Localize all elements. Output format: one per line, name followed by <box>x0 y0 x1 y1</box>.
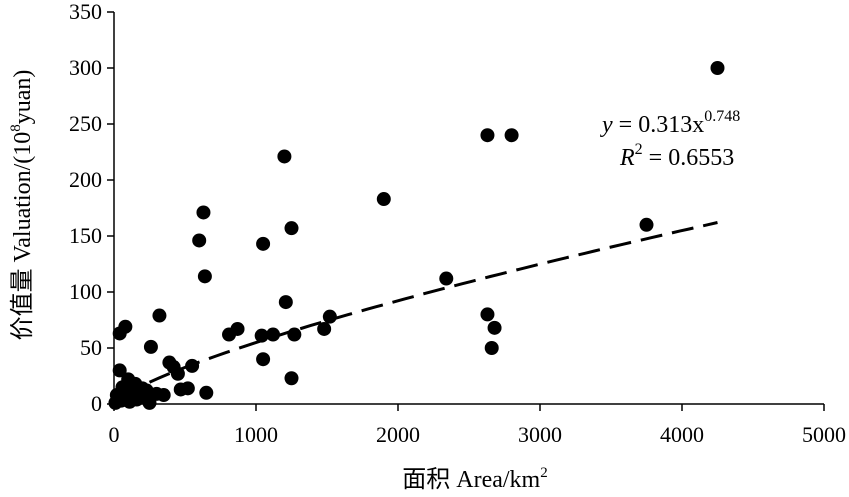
data-point <box>132 389 147 404</box>
x-tick-label: 4000 <box>660 422 704 447</box>
data-point <box>108 395 123 410</box>
data-point <box>143 339 158 354</box>
data-point <box>196 205 211 220</box>
data-point <box>152 308 167 323</box>
x-tick: 3000 <box>518 404 562 447</box>
y-tick-label: 0 <box>91 391 102 416</box>
data-point <box>284 371 299 386</box>
x-tick: 4000 <box>660 404 704 447</box>
data-point <box>487 320 502 335</box>
x-tick: 1000 <box>234 404 278 447</box>
x-tick: 2000 <box>376 404 420 447</box>
y-tick: 200 <box>69 167 114 192</box>
data-point <box>156 388 171 403</box>
x-tick-label: 0 <box>109 422 120 447</box>
x-tick-label: 5000 <box>802 422 846 447</box>
data-point <box>197 269 212 284</box>
data-point <box>192 233 207 248</box>
y-tick: 150 <box>69 223 114 248</box>
data-point <box>112 363 127 378</box>
y-tick: 300 <box>69 55 114 80</box>
data-point <box>284 221 299 236</box>
y-tick-label: 300 <box>69 55 102 80</box>
data-point <box>185 358 200 373</box>
x-tick-label: 3000 <box>518 422 562 447</box>
y-tick-label: 100 <box>69 279 102 304</box>
y-axis-title: 价值量 Valuation/(108yuan) <box>8 70 36 341</box>
x-axis-title: 面积 Area/km2 <box>402 465 547 493</box>
data-point <box>266 327 281 342</box>
x-axis: 0 1000 2000 3000 4000 5000 <box>109 403 846 447</box>
data-point <box>278 295 293 310</box>
x-tick: 0 <box>109 404 120 447</box>
equation-body: = 0.313x <box>613 112 705 138</box>
trendline-layer <box>148 221 718 384</box>
data-point <box>287 327 302 342</box>
y-tick-label: 50 <box>80 335 102 360</box>
data-point <box>256 236 271 251</box>
x-tick-label: 2000 <box>376 422 420 447</box>
data-point <box>199 385 214 400</box>
y-tick-label: 200 <box>69 167 102 192</box>
data-points <box>108 61 725 410</box>
trendline <box>148 221 718 384</box>
data-point <box>256 352 271 367</box>
fit-equation: y = 0.313x0.748 <box>600 108 740 138</box>
y-tick: 50 <box>80 335 114 360</box>
r-squared: R2 = 0.6553 <box>619 141 734 171</box>
data-point <box>504 128 519 143</box>
x-tick-label: 1000 <box>234 422 278 447</box>
x-tick: 5000 <box>802 404 846 447</box>
data-point <box>180 381 195 396</box>
y-tick: 250 <box>69 111 114 136</box>
data-point <box>480 128 495 143</box>
data-point <box>484 341 499 355</box>
y-axis: 0 50 100 150 200 250 300 350 <box>69 0 115 416</box>
y-tick-label: 250 <box>69 111 102 136</box>
data-point <box>254 328 269 343</box>
data-point <box>710 61 725 75</box>
y-tick-label: 350 <box>69 0 102 24</box>
y-tick-label: 150 <box>69 223 102 248</box>
data-point <box>170 366 185 381</box>
data-point <box>439 271 454 286</box>
data-point <box>317 321 332 336</box>
data-point <box>277 149 292 164</box>
data-point <box>322 309 337 324</box>
data-point <box>142 395 157 410</box>
data-point <box>480 307 495 322</box>
data-point <box>639 217 654 232</box>
data-point <box>376 192 391 207</box>
y-tick: 100 <box>69 279 114 304</box>
data-point <box>112 326 127 341</box>
y-tick: 350 <box>69 0 114 24</box>
data-point <box>222 327 237 342</box>
equation-exponent: 0.748 <box>704 108 740 125</box>
